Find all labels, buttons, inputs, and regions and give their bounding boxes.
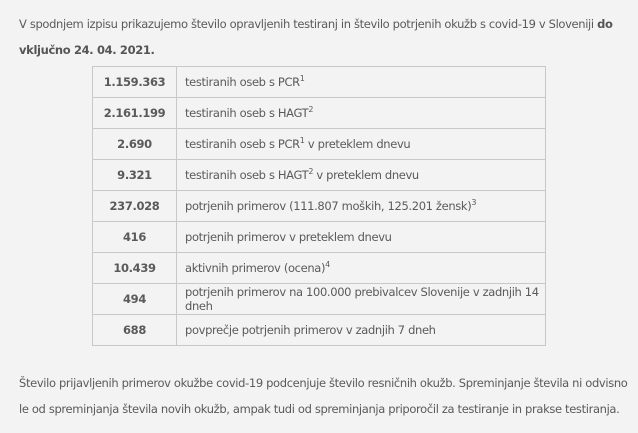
stat-label: testiranih oseb s PCR1 [176,66,546,98]
stat-label: testiranih oseb s PCR1 v preteklem dnevu [176,128,546,160]
stat-value: 237.028 [92,190,177,222]
footnote-ref: 1 [299,74,305,83]
stat-label-text: potrjenih primerov na 100.000 prebivalce… [185,285,539,313]
table-row: 688 povprečje potrjenih primerov v zadnji… [92,314,546,346]
intro-date: do vključno 24. 04. 2021. [19,17,613,57]
table-row: 416 potrjenih primerov v preteklem dnevu [92,221,546,253]
stat-value: 2.690 [92,128,177,160]
footnote-ref: 2 [308,167,314,176]
footnote-ref: 2 [308,105,314,114]
table-row: 9.321 testiranih oseb s HAGT2 v preteklem… [92,159,546,191]
table-row: 2.161.199 testiranih oseb s HAGT2 [92,97,546,129]
stat-label-suffix: v preteklem dnevu [313,168,419,182]
stat-label-text: potrjenih primerov v preteklem dnevu [185,230,392,244]
stat-label-suffix: v preteklem dnevu [304,137,411,151]
footnote-ref: 1 [299,136,305,145]
stat-label-text: testiranih oseb s PCR [185,137,300,151]
stat-label-text: potrjenih primerov (111.807 moških, 125.… [185,199,472,213]
footnote-ref: 3 [471,198,477,207]
table-row: 237.028 potrjenih primerov (111.807 moški… [92,190,546,222]
stat-label: testiranih oseb s HAGT2 v preteklem dnev… [176,159,546,191]
stat-value: 494 [92,283,177,315]
stat-label-text: aktivnih primerov (ocena) [185,261,326,275]
stat-label: potrjenih primerov na 100.000 prebivalce… [176,283,546,315]
stat-label: povprečje potrjenih primerov v zadnjih 7… [176,314,546,346]
stat-label-text: povprečje potrjenih primerov v zadnjih 7… [185,323,436,337]
footnote-ref: 4 [325,260,330,269]
stat-label-text: testiranih oseb s PCR [185,75,300,89]
table-row: 1.159.363 testiranih oseb s PCR1 [92,66,546,98]
table-row: 494 potrjenih primerov na 100.000 prebiva… [92,283,546,315]
stat-value: 416 [92,221,177,253]
stat-value: 1.159.363 [92,66,177,98]
intro-text: V spodnjem izpisu prikazujemo število op… [19,17,598,31]
stat-value: 9.321 [92,159,177,191]
stat-label: potrjenih primerov (111.807 moških, 125.… [176,190,546,222]
stat-label: testiranih oseb s HAGT2 [176,97,546,129]
table-row: 2.690 testiranih oseb s PCR1 v preteklem … [92,128,546,160]
intro-paragraph: V spodnjem izpisu prikazujemo število op… [19,11,629,63]
stat-value: 10.439 [92,252,177,284]
stat-value: 688 [92,314,177,346]
stat-label-text: testiranih oseb s HAGT [185,168,309,182]
stat-label-text: testiranih oseb s HAGT [185,106,309,120]
stat-value: 2.161.199 [92,97,177,129]
stat-label: aktivnih primerov (ocena)4 [176,252,546,284]
outro-paragraph: Število prijavljenih primerov okužbe cov… [19,376,628,416]
statistics-table: 1.159.363 testiranih oseb s PCR1 2.161.199… [92,66,546,346]
stat-label: potrjenih primerov v preteklem dnevu [176,221,546,253]
table-row: 10.439 aktivnih primerov (ocena)4 [92,252,546,284]
